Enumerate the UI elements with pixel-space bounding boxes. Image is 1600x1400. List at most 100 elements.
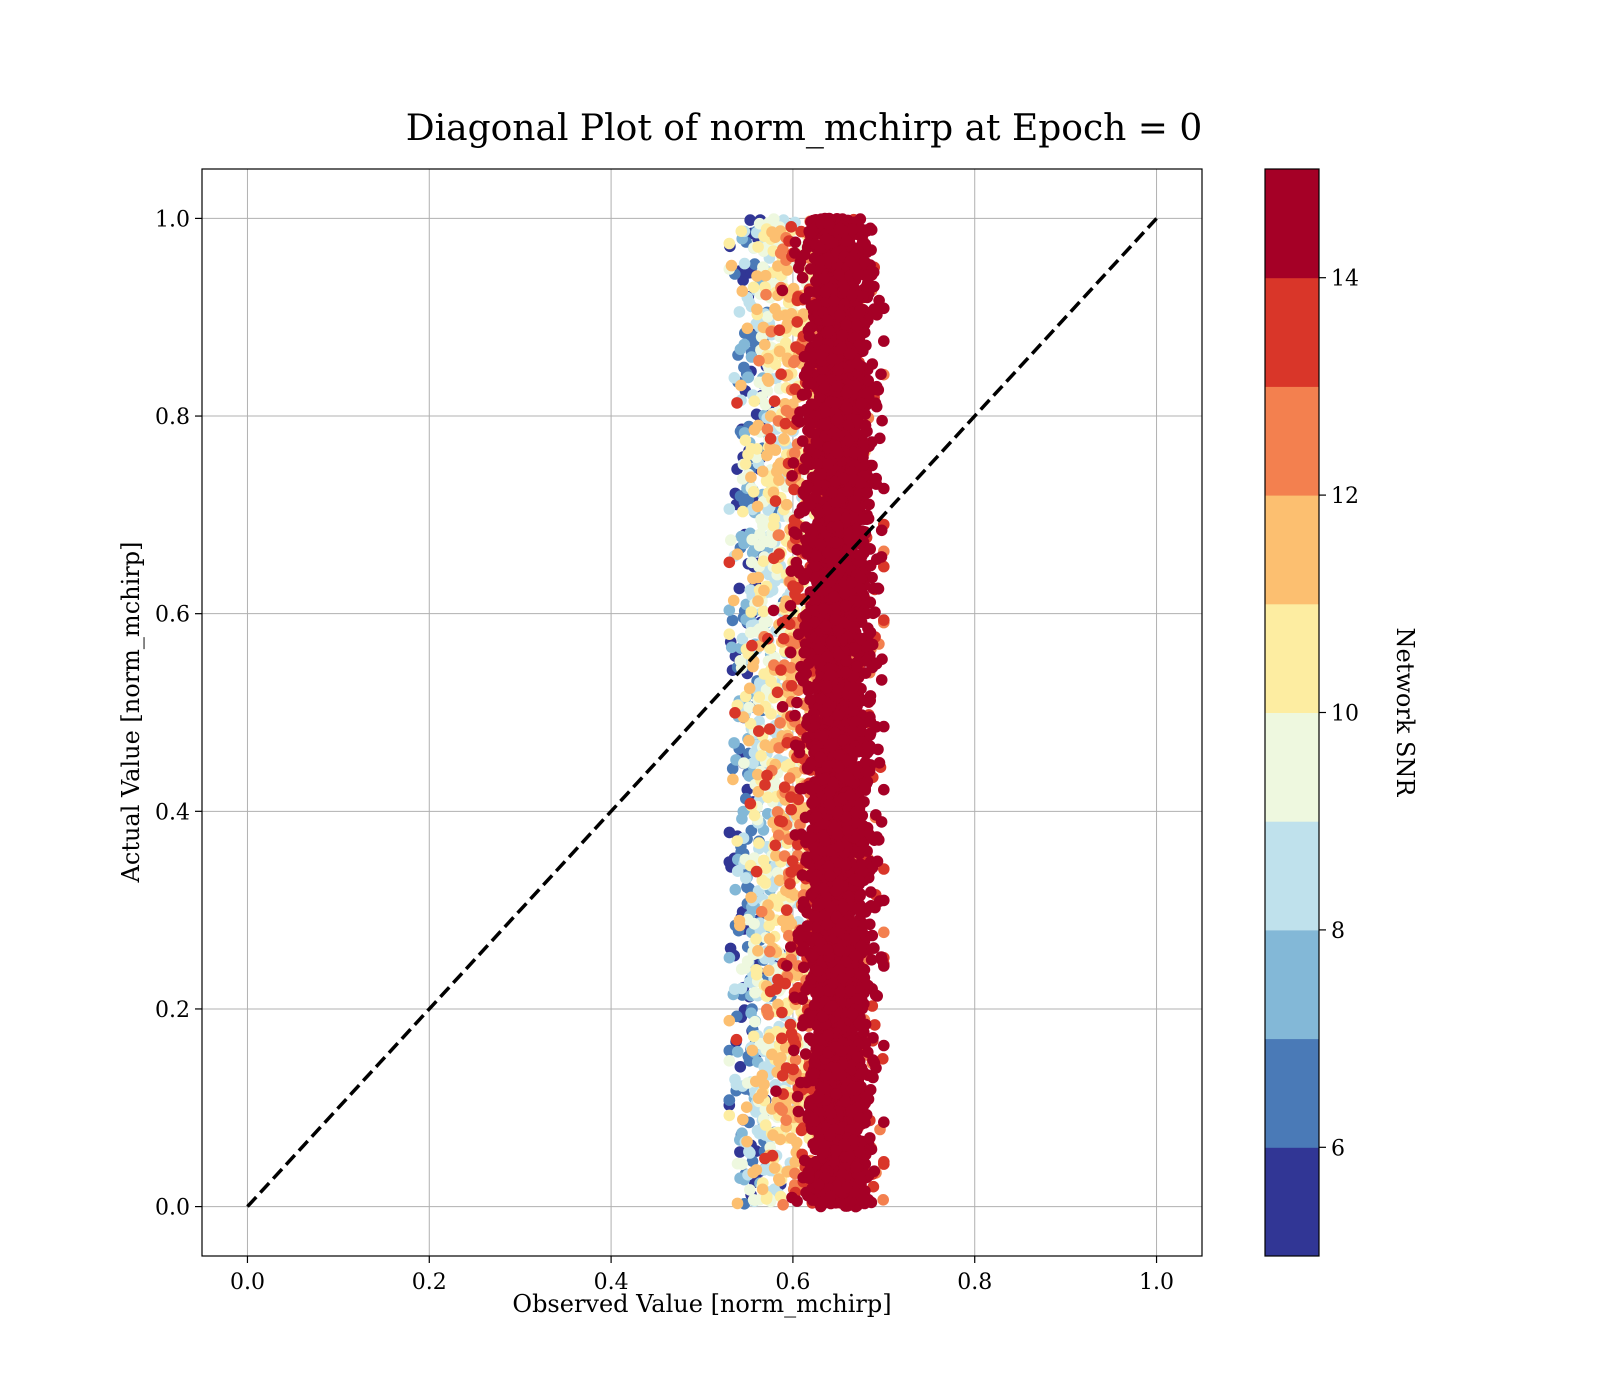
scatter-point <box>875 368 887 381</box>
scatter-point <box>768 552 780 565</box>
scatter-point <box>735 379 747 392</box>
scatter-point <box>730 1033 743 1046</box>
scatter-point <box>723 503 736 515</box>
scatter-point <box>878 783 890 796</box>
scatter-point <box>741 322 754 335</box>
scatter-point <box>760 862 772 874</box>
scatter-point <box>759 398 772 411</box>
scatter-point <box>768 395 781 408</box>
scatter-point <box>781 264 793 276</box>
scatter-point <box>742 371 755 384</box>
scatter-point <box>869 1019 881 1031</box>
scatter-point <box>738 338 751 351</box>
scatter-point <box>752 241 764 253</box>
scatter-point <box>763 933 776 945</box>
scatter-point <box>744 584 757 596</box>
scatter-point <box>768 1162 781 1174</box>
scatter-point <box>747 757 759 769</box>
scatter-point <box>756 1183 769 1196</box>
scatter-point <box>724 942 737 955</box>
scatter-point <box>797 308 810 320</box>
scatter-point <box>741 955 754 967</box>
scatter-point <box>725 259 738 272</box>
scatter-point <box>763 1032 775 1045</box>
scatter-point <box>878 335 890 347</box>
scatter-point <box>787 1033 800 1046</box>
scatter-point <box>758 1078 770 1091</box>
scatter-point <box>786 470 798 482</box>
scatter-point <box>753 837 765 849</box>
scatter-point <box>773 324 786 337</box>
grid-lines <box>202 169 1202 1256</box>
scatter-point <box>762 791 774 804</box>
scatter-point <box>772 460 784 473</box>
scatter-point <box>772 529 785 542</box>
scatter-point <box>796 271 809 284</box>
scatter-point <box>753 354 765 367</box>
scatter-point <box>726 762 739 775</box>
scatter-points <box>723 212 890 1213</box>
scatter-point <box>797 961 810 974</box>
scatter-point <box>740 872 752 884</box>
scatter-point <box>759 779 771 791</box>
scatter-point <box>723 628 736 640</box>
scatter-point <box>741 1135 753 1148</box>
scatter-point <box>785 680 798 692</box>
scatter-point <box>733 914 746 927</box>
scatter-point <box>875 816 888 828</box>
scatter-point <box>723 604 736 616</box>
scatter-point <box>770 849 782 862</box>
scatter-point <box>743 682 756 695</box>
scatter-point <box>739 434 752 447</box>
scatter-point <box>785 803 797 816</box>
scatter-point <box>782 913 795 925</box>
scatter-point <box>762 808 774 820</box>
scatter-point <box>776 1032 788 1045</box>
scatter-point <box>764 945 776 958</box>
scatter-point <box>762 504 774 516</box>
scatter-point <box>791 969 804 982</box>
scatter-point <box>785 941 797 953</box>
scatter-point <box>752 945 764 957</box>
scatter-point <box>873 895 886 907</box>
scatter-point <box>760 288 772 301</box>
scatter-point <box>878 1156 890 1168</box>
scatter-point <box>743 770 755 782</box>
scatter-point <box>763 723 776 735</box>
scatter-point <box>723 237 736 250</box>
scatter-point <box>744 797 757 810</box>
scatter-point <box>746 639 758 652</box>
scatter-point <box>731 1157 744 1170</box>
scatter-point <box>792 1105 805 1118</box>
scatter-point <box>780 904 793 916</box>
scatter-point <box>759 1119 772 1131</box>
scatter-point <box>776 1104 788 1116</box>
scatter-point <box>878 560 890 573</box>
scatter-point <box>758 584 770 597</box>
scatter-point <box>752 1092 765 1104</box>
scatter-point <box>737 1113 749 1126</box>
scatter-point <box>869 989 882 1001</box>
scatter-point <box>731 835 743 847</box>
scatter-point <box>784 1018 797 1031</box>
scatter-point <box>752 595 764 607</box>
scatter-point <box>726 614 739 627</box>
scatter-point <box>791 1090 804 1103</box>
scatter-point <box>866 358 879 370</box>
scatter-point <box>725 534 737 546</box>
scatter-point <box>762 1008 775 1021</box>
scatter-point <box>792 793 805 806</box>
scatter-point <box>873 757 886 769</box>
scatter-point <box>875 524 888 537</box>
scatter-point <box>757 555 770 567</box>
scatter-point <box>755 905 768 918</box>
scatter-point <box>789 1156 801 1168</box>
scatter-point <box>746 331 759 344</box>
scatter-point <box>783 929 795 942</box>
scatter-point <box>780 498 793 511</box>
scatter-point <box>744 214 756 226</box>
scatter-point <box>784 646 797 659</box>
scatter-point <box>746 1044 759 1057</box>
scatter-point <box>761 615 773 628</box>
scatter-point <box>788 483 800 496</box>
